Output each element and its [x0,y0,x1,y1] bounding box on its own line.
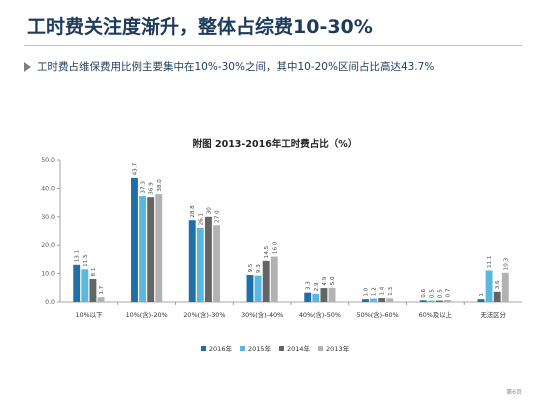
data-label: 9.3 [256,264,262,273]
category-label: 40%(含)-50% [299,310,341,319]
legend-item: 2015年 [239,343,271,353]
bar [435,300,443,302]
y-tick-label: 40.0 [41,185,55,192]
bar [81,269,89,302]
chart-title: 附图 2013-2016年工时费占比（%） [192,139,358,150]
legend-label: 2015年 [247,345,271,353]
category-label: 50%(含)-60% [357,310,399,319]
data-label: 11.5 [83,254,89,267]
data-label: 26.1 [198,212,204,225]
data-label: 1.4 [380,286,386,295]
data-label: 30 [206,207,212,215]
data-label: 2.9 [314,282,320,291]
category-label: 10%(含)-20% [126,310,168,319]
y-tick-label: 30.0 [41,214,55,221]
legend-label: 2016年 [208,345,232,353]
data-label: 13.1 [75,249,81,262]
data-label: 10.3 [503,257,509,270]
data-label: 9.5 [248,263,254,272]
data-label: 11.1 [487,255,493,268]
data-label: 1.2 [372,287,378,296]
data-label: 37.3 [141,181,147,194]
data-label: 5.0 [330,276,336,285]
bar [270,256,278,302]
data-label: 0.7 [446,288,452,297]
bar [188,220,196,302]
bar [485,270,493,302]
category-label: 无法区分 [480,310,506,319]
slide-title: 工时费关注度渐升，整体占综费10-30% [27,16,373,38]
category-label: 20%(含)-30% [183,310,225,319]
data-label: 27.0 [215,210,221,223]
bar [419,300,427,302]
data-label: 4.9 [322,276,328,285]
chart-legend: 2016年 2015年 2014年 2013年 [0,343,550,353]
category-label: 60%及以上 [419,310,453,319]
data-label: 16.0 [272,241,278,254]
legend-item: 2014年 [279,343,310,353]
bar [304,292,312,302]
data-label: 1.7 [99,285,105,294]
data-label: 43.7 [132,162,138,175]
bar [427,300,435,302]
bar [370,298,378,302]
data-label: 3.6 [495,280,501,289]
data-label: 28.8 [190,205,196,218]
data-label: 1 [479,293,485,297]
bar [131,177,138,302]
data-label: 8.1 [91,267,97,276]
bar [73,264,81,302]
subtitle-text: 工时费占维保费用比例主要集中在10%-30%之间，其中10-20%区间占比高达4… [37,61,435,73]
legend-swatch [239,345,245,351]
legend-swatch [279,345,284,351]
bar [362,299,369,302]
bar [254,275,262,302]
bar [139,196,147,302]
legend-item: 2013年 [318,343,349,353]
legend-swatch [200,345,206,351]
data-label: 0.6 [421,288,427,297]
y-tick-label: 10.0 [41,271,55,278]
data-label: 3.3 [306,281,312,290]
data-label: 0.5 [437,289,443,298]
bar [213,225,220,302]
legend-item: 2016年 [200,343,232,353]
bar [312,293,320,302]
title-divider [24,45,522,46]
bar [320,288,328,302]
bar [378,298,386,302]
data-label: 36.9 [149,182,155,195]
data-label: 1.3 [388,286,394,295]
data-label: 1.0 [363,287,369,296]
y-tick-label: 0.0 [45,299,55,306]
y-tick-label: 50.0 [41,157,55,164]
bar [246,275,254,302]
bar [147,197,155,302]
bar [196,227,204,302]
bar [155,194,163,302]
bar [477,299,485,302]
subtitle-row: 工时费占维保费用比例主要集中在10%-30%之间，其中10-20%区间占比高达4… [24,59,434,74]
legend-swatch [318,345,324,351]
bar [386,298,394,302]
page-number: 第6页 [506,389,522,396]
triangle-bullet-icon [24,61,31,72]
bar [328,287,336,302]
category-label: 10%以下 [75,311,103,319]
data-label: 14.5 [264,245,270,258]
bar [501,272,509,302]
bar [444,300,451,302]
data-label: 38.0 [157,179,163,192]
data-label: 0.5 [429,289,435,298]
bar [89,278,97,302]
bar [97,297,105,302]
bar [262,260,270,302]
y-tick-label: 20.0 [41,242,55,249]
legend-label: 2013年 [326,345,350,353]
bar [493,291,501,302]
legend-label: 2014年 [287,345,311,353]
category-label: 30%(含)-40% [241,310,283,319]
bar [204,216,212,302]
